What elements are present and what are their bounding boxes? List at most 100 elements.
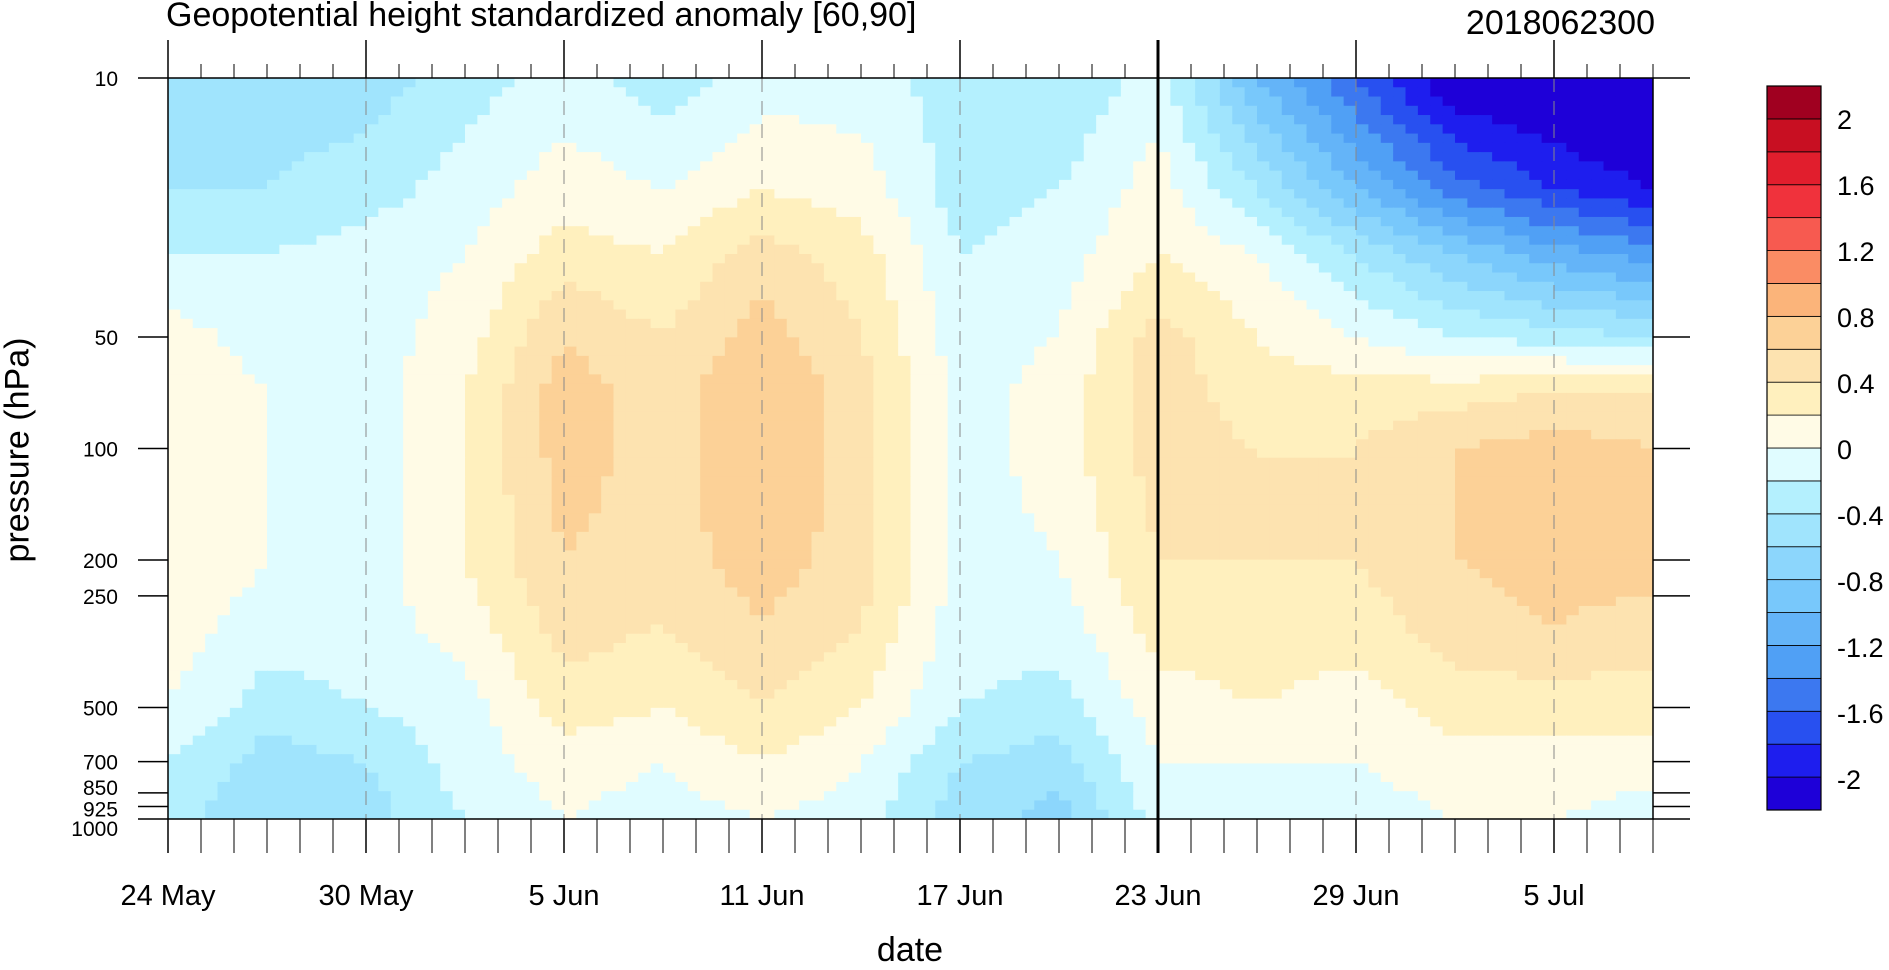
field-cell (229, 355, 243, 366)
field-cell (861, 392, 874, 403)
field-cell (1430, 383, 1444, 394)
field-cell (403, 355, 417, 366)
field-cell (1133, 300, 1147, 311)
field-cell (576, 392, 590, 403)
field-cell (291, 392, 305, 403)
field-cell (353, 226, 367, 237)
field-cell (1405, 411, 1419, 422)
field-cell (477, 272, 491, 283)
field-cell (712, 383, 726, 394)
field-cell (1244, 281, 1258, 292)
field-cell (885, 263, 899, 274)
field-cell (947, 281, 961, 292)
field-cell (564, 457, 577, 468)
field-cell (328, 124, 342, 135)
field-cell (1269, 105, 1283, 116)
field-cell (762, 411, 775, 422)
field-cell (366, 429, 379, 440)
field-cell (192, 133, 206, 144)
field-cell (452, 133, 466, 144)
field-cell (551, 170, 565, 181)
field-cell (514, 235, 528, 246)
field-cell (1046, 291, 1060, 301)
field-cell (192, 253, 206, 264)
field-cell (663, 374, 676, 385)
field-cell (811, 411, 825, 422)
field-cell (910, 392, 924, 403)
field-cell (1430, 87, 1444, 98)
field-cell (366, 291, 379, 301)
field-cell (997, 226, 1011, 237)
field-cell (1318, 328, 1332, 338)
field-cell (786, 318, 800, 329)
field-cell (1158, 235, 1171, 246)
field-cell (1541, 124, 1555, 135)
field-cell (1009, 300, 1023, 311)
field-cell (1108, 365, 1122, 375)
field-cell (786, 253, 800, 264)
field-cell (724, 161, 738, 172)
field-cell (1059, 124, 1072, 135)
field-cell (1269, 263, 1283, 274)
field-cell (217, 318, 231, 329)
field-cell (650, 272, 664, 283)
field-cell (1059, 235, 1072, 246)
field-cell (1281, 300, 1295, 311)
field-cell (427, 263, 441, 274)
field-cell (1393, 226, 1407, 237)
field-cell (972, 318, 986, 329)
field-cell (675, 115, 689, 125)
field-cell (1566, 179, 1580, 190)
field-cell (1059, 402, 1072, 413)
field-cell (997, 291, 1011, 301)
field-cell (737, 105, 751, 116)
field-cell (1380, 383, 1394, 394)
field-cell (1096, 142, 1110, 153)
field-cell (576, 263, 590, 274)
field-cell (1541, 152, 1555, 162)
field-cell (1356, 87, 1369, 98)
field-cell (1516, 383, 1530, 394)
field-cell (1492, 170, 1506, 181)
field-cell (502, 105, 516, 116)
field-cell (836, 216, 850, 227)
field-cell (675, 133, 689, 144)
field-cell (601, 124, 615, 135)
field-cell (675, 189, 689, 200)
field-cell (205, 87, 219, 98)
field-cell (1182, 429, 1196, 440)
field-cell (922, 226, 936, 237)
field-cell (1195, 318, 1209, 329)
field-cell (960, 411, 973, 422)
field-cell (291, 411, 305, 422)
field-cell (316, 374, 330, 385)
field-cell (403, 115, 417, 125)
field-cell (1318, 448, 1332, 459)
field-cell (539, 87, 553, 98)
field-cell (675, 318, 689, 329)
field-cell (390, 179, 404, 190)
field-cell (749, 235, 763, 246)
field-cell (1368, 383, 1382, 394)
field-cell (1380, 216, 1394, 227)
field-cell (1479, 392, 1493, 403)
field-cell (984, 198, 998, 209)
field-cell (403, 179, 417, 190)
field-cell (1405, 448, 1419, 459)
field-cell (1479, 253, 1493, 264)
field-cell (279, 272, 293, 283)
field-cell (972, 300, 986, 311)
field-cell (1417, 198, 1431, 209)
field-cell (749, 244, 763, 255)
field-cell (192, 235, 206, 246)
field-cell (1343, 318, 1357, 329)
field-cell (192, 96, 206, 107)
field-cell (1640, 216, 1653, 227)
field-cell (242, 133, 256, 144)
field-cell (1083, 198, 1097, 209)
field-cell (1170, 124, 1184, 135)
field-cell (1504, 253, 1518, 264)
field-cell (328, 365, 342, 375)
field-cell (415, 253, 429, 264)
field-cell (613, 318, 627, 329)
